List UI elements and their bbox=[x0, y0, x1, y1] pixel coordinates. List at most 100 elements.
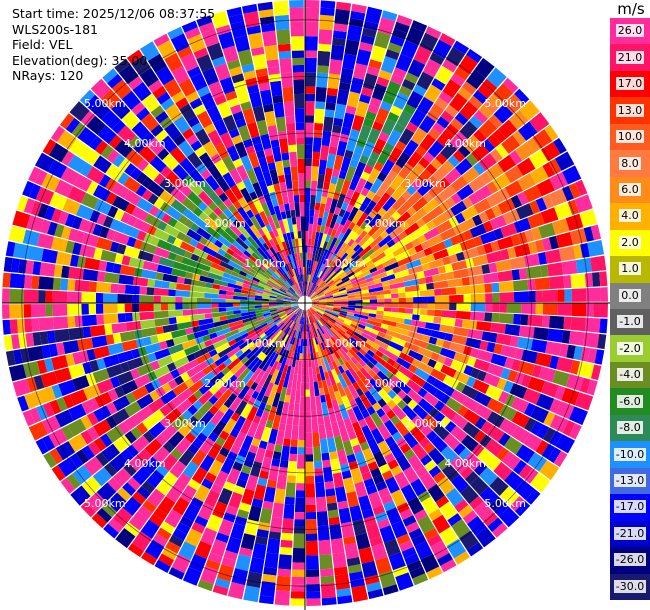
velocity-gate bbox=[310, 287, 321, 299]
velocity-gate bbox=[295, 323, 301, 339]
velocity-gate bbox=[418, 157, 430, 169]
velocity-gate bbox=[311, 417, 319, 433]
velocity-gate bbox=[325, 430, 334, 439]
velocity-gate bbox=[277, 268, 284, 275]
velocity-gate bbox=[240, 299, 255, 303]
velocity-gate bbox=[303, 310, 305, 318]
velocity-gate bbox=[548, 235, 559, 250]
range-ring-label: 4.00km bbox=[124, 457, 166, 470]
velocity-gate bbox=[361, 409, 370, 419]
velocity-gate bbox=[504, 357, 515, 369]
velocity-gate bbox=[452, 150, 466, 163]
velocity-gate bbox=[470, 293, 486, 303]
velocity-gate bbox=[491, 204, 503, 218]
velocity-gate bbox=[162, 323, 178, 333]
velocity-gate bbox=[196, 227, 212, 241]
velocity-gate bbox=[358, 233, 371, 247]
velocity-gate bbox=[391, 375, 401, 385]
velocity-gate bbox=[555, 232, 573, 248]
velocity-gate bbox=[193, 104, 206, 116]
velocity-gate bbox=[346, 312, 355, 316]
velocity-gate bbox=[35, 152, 55, 172]
velocity-gate bbox=[291, 314, 297, 321]
velocity-gate bbox=[351, 209, 364, 225]
velocity-gate bbox=[67, 418, 87, 437]
velocity-gate bbox=[247, 84, 260, 94]
velocity-gate bbox=[210, 409, 225, 426]
velocity-gate bbox=[39, 331, 49, 345]
velocity-gate bbox=[187, 443, 199, 455]
velocity-gate bbox=[422, 58, 442, 78]
velocity-gate bbox=[256, 119, 269, 136]
velocity-gate bbox=[351, 152, 362, 162]
velocity-gate bbox=[291, 584, 305, 592]
velocity-gate bbox=[334, 177, 345, 194]
velocity-gate bbox=[485, 163, 505, 181]
velocity-gate bbox=[361, 312, 370, 317]
velocity-gate bbox=[319, 306, 334, 311]
velocity-gate bbox=[374, 107, 390, 125]
velocity-gate bbox=[263, 312, 271, 317]
velocity-gate bbox=[305, 454, 314, 462]
colorbar-tick-label: -21.0 bbox=[613, 526, 647, 540]
velocity-gate bbox=[239, 270, 247, 277]
velocity-gate bbox=[341, 303, 349, 306]
velocity-gate bbox=[95, 452, 109, 467]
velocity-gate bbox=[213, 118, 228, 136]
velocity-gate bbox=[340, 242, 348, 251]
velocity-gate bbox=[387, 111, 400, 123]
velocity-gate bbox=[261, 226, 272, 241]
velocity-gate bbox=[433, 248, 449, 261]
velocity-gate bbox=[554, 151, 575, 171]
velocity-gate bbox=[252, 415, 261, 425]
velocity-gate bbox=[393, 123, 406, 134]
velocity-gate bbox=[175, 97, 189, 110]
velocity-gate bbox=[434, 288, 442, 296]
velocity-gate bbox=[487, 134, 501, 148]
velocity-gate bbox=[124, 163, 137, 176]
velocity-gate bbox=[511, 396, 530, 414]
velocity-gate bbox=[460, 485, 479, 505]
velocity-gate bbox=[334, 223, 344, 239]
velocity-gate bbox=[168, 317, 177, 325]
velocity-gate bbox=[401, 190, 412, 201]
velocity-gate bbox=[308, 284, 317, 297]
velocity-gate bbox=[311, 292, 325, 300]
velocity-gate bbox=[362, 295, 377, 300]
velocity-gate bbox=[466, 69, 486, 90]
velocity-gate bbox=[101, 443, 120, 462]
velocity-gate bbox=[320, 7, 335, 16]
velocity-gate bbox=[230, 522, 246, 540]
velocity-gate bbox=[460, 466, 474, 480]
velocity-gate bbox=[291, 304, 299, 308]
velocity-gate bbox=[326, 259, 333, 267]
velocity-gate bbox=[483, 99, 498, 114]
velocity-gate bbox=[9, 304, 24, 319]
velocity-gate bbox=[263, 566, 278, 576]
velocity-gate bbox=[383, 349, 399, 362]
velocity-gate bbox=[44, 358, 55, 373]
velocity-gate bbox=[399, 508, 414, 521]
velocity-gate bbox=[381, 280, 390, 287]
velocity-gate bbox=[430, 352, 440, 362]
velocity-gate bbox=[575, 257, 592, 274]
velocity-gate bbox=[315, 188, 323, 204]
velocity-gate bbox=[315, 395, 322, 411]
velocity-gate bbox=[307, 309, 311, 317]
velocity-gate bbox=[338, 208, 346, 218]
velocity-gate bbox=[296, 282, 300, 290]
velocity-gate bbox=[16, 195, 29, 212]
velocity-gate bbox=[469, 115, 483, 129]
velocity-gate bbox=[11, 334, 20, 350]
velocity-gate bbox=[246, 168, 258, 185]
velocity-gate bbox=[343, 249, 356, 262]
velocity-gate bbox=[253, 322, 268, 332]
velocity-gate bbox=[241, 488, 255, 506]
velocity-gate bbox=[515, 444, 535, 464]
velocity-gate bbox=[359, 41, 373, 52]
velocity-gate bbox=[305, 310, 308, 325]
velocity-gate bbox=[371, 194, 381, 204]
velocity-gate bbox=[300, 309, 304, 317]
velocity-gate bbox=[361, 87, 374, 97]
velocity-gate bbox=[28, 421, 48, 441]
